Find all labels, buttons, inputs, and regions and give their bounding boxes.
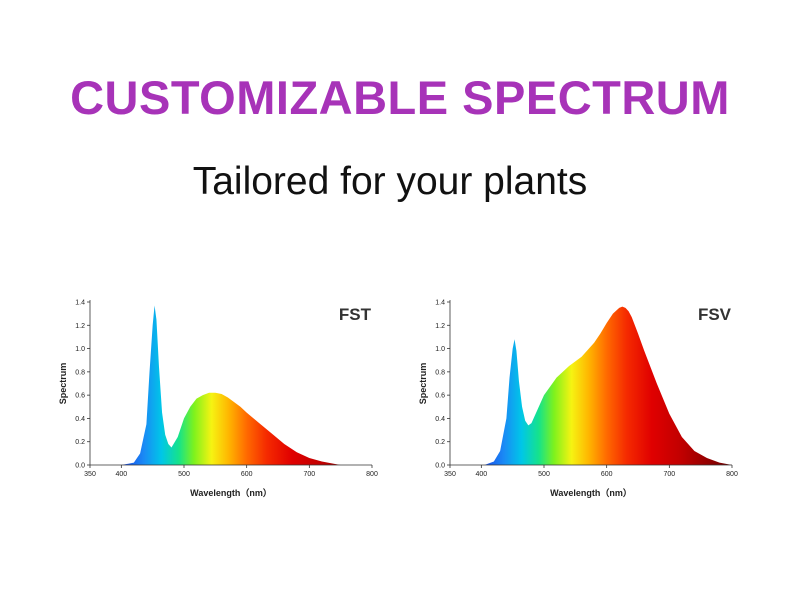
x-axis-label: Wavelength（nm）	[550, 488, 632, 498]
y-tick-label: 0.2	[435, 439, 445, 446]
x-tick-label: 700	[303, 471, 315, 478]
x-tick-label: 600	[241, 471, 253, 478]
x-tick-label: 800	[366, 471, 378, 478]
y-tick-label: 0.4	[435, 416, 445, 423]
y-tick-label: 0.4	[75, 416, 85, 423]
x-tick-label: 350	[84, 471, 96, 478]
x-tick-label: 700	[663, 471, 675, 478]
x-tick-label: 800	[726, 471, 738, 478]
x-tick-label: 500	[538, 471, 550, 478]
spectrum-area	[121, 305, 341, 465]
y-tick-label: 1.2	[75, 323, 85, 330]
spectrum-area	[484, 306, 732, 465]
page-subtitle: Tailored for your plants	[192, 160, 588, 203]
y-tick-label: 1.0	[435, 346, 445, 353]
spectrum-chart-fsv: 0.0 0.2 0.4 0.6 0.8 1.0 1.2 1.4 350 400 500 600 700 8…	[418, 300, 738, 499]
y-tick-label: 0.8	[435, 369, 445, 376]
y-tick-label: 1.0	[75, 346, 85, 353]
chart-title: FST	[339, 305, 372, 324]
y-tick-label: 1.4	[435, 300, 445, 307]
y-tick-label: 0.0	[435, 463, 445, 470]
x-tick-label: 400	[115, 471, 127, 478]
y-axis-label: Spectrum	[58, 363, 68, 405]
y-tick-label: 1.2	[435, 323, 445, 330]
x-axis-label: Wavelength（nm）	[190, 488, 272, 498]
y-tick-label: 0.6	[75, 393, 85, 400]
y-tick-label: 1.4	[75, 300, 85, 307]
x-tick-label: 400	[475, 471, 487, 478]
y-tick-label: 0.0	[75, 463, 85, 470]
x-tick-label: 500	[178, 471, 190, 478]
y-axis-label: Spectrum	[418, 363, 428, 405]
chart-title: FSV	[698, 305, 732, 324]
x-tick-label: 350	[444, 471, 456, 478]
y-tick-label: 0.2	[75, 439, 85, 446]
y-tick-label: 0.6	[435, 393, 445, 400]
spectrum-chart-fst: 0.0 0.2 0.4 0.6 0.8 1.0 1.2 1.4 350 400 500 600 700 8…	[58, 300, 378, 499]
y-tick-label: 0.8	[75, 369, 85, 376]
page-title: CUSTOMIZABLE SPECTRUM	[70, 71, 730, 124]
x-tick-label: 600	[601, 471, 613, 478]
